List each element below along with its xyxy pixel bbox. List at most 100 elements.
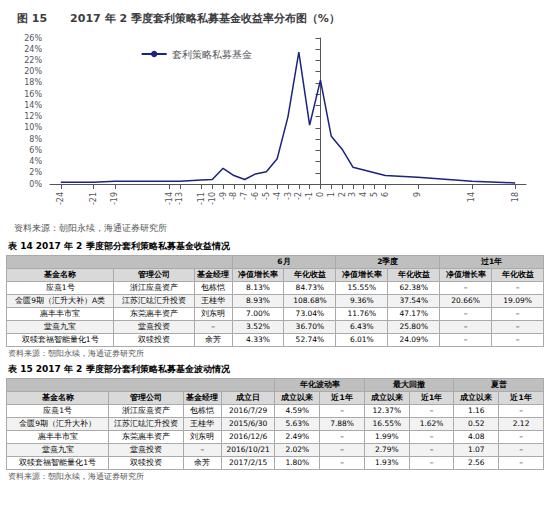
- html-text:包栋恺: 包栋恺: [201, 283, 226, 292]
- svg-text:-7: -7: [240, 192, 249, 200]
- html-text:资料来源：朝阳永续，海通证券研究所: 资料来源：朝阳永续，海通证券研究所: [8, 349, 144, 358]
- svg-text:26%: 26%: [24, 34, 42, 43]
- svg-text:14%: 14%: [24, 101, 42, 110]
- html-text:52.74%: 52.74%: [295, 335, 325, 344]
- html-text:惠丰丰市宝: 惠丰丰市宝: [40, 309, 81, 318]
- svg-text:12%: 12%: [24, 112, 42, 121]
- html-text:堂熹九宝: 堂熹九宝: [44, 322, 77, 331]
- html-text:净值增长率: 净值增长率: [238, 270, 278, 279]
- svg-text:-24: -24: [56, 192, 65, 205]
- html-text:36.70%: 36.70%: [295, 322, 325, 331]
- svg-text:-3: -3: [284, 192, 293, 200]
- html-text:11.76%: 11.76%: [347, 309, 377, 318]
- svg-text:24%: 24%: [24, 45, 42, 54]
- svg-text:-10: -10: [208, 192, 217, 205]
- svg-text:2%: 2%: [29, 168, 42, 177]
- html-text:20.66%: 20.66%: [451, 296, 480, 305]
- html-text:3.52%: 3.52%: [246, 322, 270, 331]
- html-text:王桂华: 王桂华: [201, 296, 226, 305]
- svg-text:22%: 22%: [24, 56, 42, 65]
- svg-text:8%: 8%: [29, 135, 42, 144]
- html-text:双犊套福智能量化1号: 双犊套福智能量化1号: [21, 335, 99, 344]
- html-text:基金经理: 基金经理: [186, 393, 219, 402]
- svg-text:资料来源：朝阳永续，海通证券研究所: 资料来源：朝阳永续，海通证券研究所: [14, 223, 167, 233]
- html-text:24.09%: 24.09%: [399, 335, 428, 344]
- svg-text:0%: 0%: [29, 180, 42, 189]
- svg-text:-21: -21: [89, 192, 98, 205]
- html-text:6.01%: 6.01%: [349, 335, 374, 344]
- html-text:夏普: 夏普: [490, 380, 507, 389]
- html-text:19.09%: 19.09%: [503, 296, 532, 305]
- svg-text:4%: 4%: [29, 157, 42, 166]
- html-text:净值增长率: 净值增长率: [341, 270, 382, 279]
- html-text:管理公司: 管理公司: [138, 270, 171, 279]
- svg-text:1: 1: [327, 192, 336, 197]
- svg-text:18: 18: [511, 192, 520, 202]
- html-text:基金经理: 基金经理: [197, 270, 230, 279]
- html-text:应熹1号: 应熹1号: [45, 283, 75, 292]
- svg-text:图 15 2017 年 2 季度套利策略私募基金收: 图 15 2017 年 2 季度套利策略私募基金收益率分布图（%）: [17, 12, 340, 25]
- html-text:84.73%: 84.73%: [295, 283, 325, 292]
- html-text:年化波动率: 年化波动率: [299, 380, 340, 389]
- html-text:8.13%: 8.13%: [246, 283, 270, 292]
- svg-text:-13: -13: [175, 192, 184, 205]
- html-text:管理公司: 管理公司: [130, 393, 163, 402]
- html-text:江苏汇竑汇升投资: 江苏汇竑汇升投资: [122, 296, 187, 305]
- html-text:25.80%: 25.80%: [399, 322, 428, 331]
- svg-text:2: 2: [338, 192, 347, 197]
- svg-text:6%: 6%: [29, 146, 42, 155]
- svg-text:-9: -9: [219, 192, 228, 200]
- html-text:7.00%: 7.00%: [246, 309, 270, 318]
- html-text:2季度: 2季度: [377, 257, 399, 266]
- svg-text:-5: -5: [262, 192, 271, 200]
- svg-text:-2: -2: [294, 192, 303, 200]
- html-text:年化收益: 年化收益: [397, 270, 430, 279]
- html-text:刘东明: 刘东明: [201, 309, 226, 318]
- svg-text:-11: -11: [197, 192, 206, 205]
- svg-text:9: 9: [413, 192, 422, 197]
- html-text:6月: 6月: [277, 257, 291, 266]
- html-text:金匮9期（汇升大补）A类: 金匮9期（汇升大补）A类: [15, 296, 106, 305]
- html-text:过1年: 过1年: [481, 257, 503, 266]
- html-text:62.38%: 62.38%: [399, 283, 428, 292]
- html-text:净值增长率: 净值增长率: [445, 270, 486, 279]
- svg-text:20%: 20%: [24, 67, 42, 76]
- html-text:9.36%: 9.36%: [349, 296, 374, 305]
- html-text:堂熹投资: 堂熹投资: [138, 322, 171, 331]
- html-text:年化收益: 年化收益: [293, 270, 326, 279]
- html-text:4.33%: 4.33%: [246, 335, 270, 344]
- svg-text:6: 6: [381, 192, 390, 197]
- svg-text:-1: -1: [305, 192, 314, 200]
- html-text:108.68%: 108.68%: [293, 296, 327, 305]
- svg-text:-6: -6: [251, 192, 260, 200]
- html-text:47.17%: 47.17%: [399, 309, 428, 318]
- html-text:基金名称: 基金名称: [41, 393, 74, 402]
- html-text:表 15 2017 年 2 季度部分套利策略私募基金波动情况: 表 15 2017 年 2 季度部分套利策略私募基金波动情况: [8, 364, 230, 374]
- html-text:6.43%: 6.43%: [349, 322, 374, 331]
- svg-text:套利策略私募基金: 套利策略私募基金: [172, 49, 252, 60]
- svg-text:0: 0: [316, 192, 325, 197]
- svg-text:-19: -19: [110, 192, 119, 205]
- html-text:37.54%: 37.54%: [399, 296, 428, 305]
- svg-text:-14: -14: [165, 192, 174, 205]
- html-text:表 14 2017 年 2 季度部分套利策略私募基金收益情况: 表 14 2017 年 2 季度部分套利策略私募基金收益情况: [8, 241, 230, 251]
- html-text:8.93%: 8.93%: [246, 296, 270, 305]
- html-text:东莞惠丰资产: 东莞惠丰资产: [130, 309, 179, 318]
- html-text:双犊投资: 双犊投资: [138, 335, 171, 344]
- svg-text:14: 14: [467, 192, 476, 202]
- html-text:浙江应熹资产: 浙江应熹资产: [130, 283, 179, 292]
- html-text:15.55%: 15.55%: [347, 283, 377, 292]
- svg-text:18%: 18%: [24, 78, 42, 87]
- html-text:基金名称: 基金名称: [44, 270, 77, 279]
- svg-text:10%: 10%: [24, 123, 42, 132]
- svg-text:3: 3: [348, 192, 357, 197]
- svg-text:5: 5: [370, 192, 379, 197]
- svg-text:4: 4: [359, 192, 368, 197]
- html-text:73.04%: 73.04%: [295, 309, 325, 318]
- svg-text:-8: -8: [229, 192, 238, 200]
- html-text:最大回撤: 最大回撤: [393, 380, 426, 389]
- svg-text:16%: 16%: [24, 90, 42, 99]
- svg-text:-4: -4: [273, 192, 282, 200]
- html-text:年化收益: 年化收益: [501, 270, 534, 279]
- html-text:余芳: 余芳: [205, 335, 222, 344]
